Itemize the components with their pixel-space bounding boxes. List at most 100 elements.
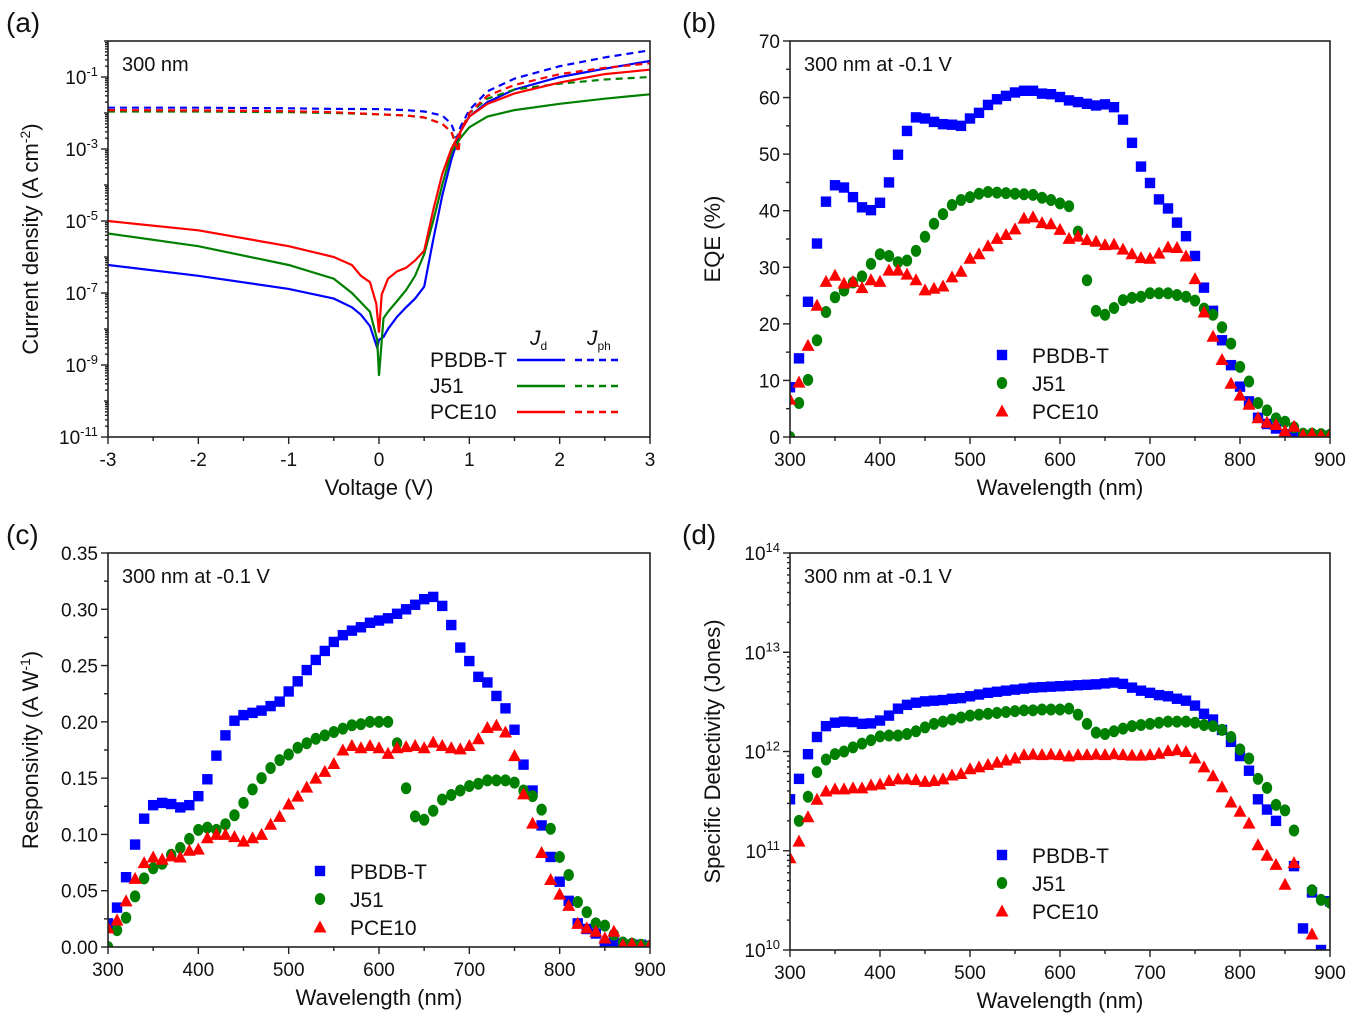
data-point-pce10 xyxy=(1278,424,1292,437)
data-point-j51 xyxy=(581,906,592,919)
legend-marker-pce10 xyxy=(313,920,327,933)
data-point-j51 xyxy=(1162,715,1174,728)
data-point-j51 xyxy=(509,776,520,789)
y-tick-label: 1014 xyxy=(744,540,780,565)
data-point-pbdb-t xyxy=(883,710,895,721)
y-tick-label: 0.15 xyxy=(61,769,98,790)
data-point-j51 xyxy=(1054,703,1066,716)
data-point-pce10 xyxy=(300,780,314,793)
data-point-pce10 xyxy=(607,924,621,937)
data-point-pce10 xyxy=(1179,745,1193,757)
data-point-j51 xyxy=(382,715,394,728)
data-point-pce10 xyxy=(354,741,368,754)
data-point-j51 xyxy=(491,774,502,787)
data-point-j51 xyxy=(790,431,796,437)
data-point-pbdb-t xyxy=(482,677,493,688)
annotation-text: 300 nm at -0.1 V xyxy=(804,54,953,76)
panel-label: (d) xyxy=(682,519,716,550)
data-point-pce10 xyxy=(936,772,950,785)
data-point-j51 xyxy=(901,728,913,741)
data-point-pce10 xyxy=(936,279,950,292)
data-point-pce10 xyxy=(909,273,923,286)
data-point-pce10 xyxy=(837,782,851,795)
data-point-pce10 xyxy=(164,849,178,862)
data-point-pce10 xyxy=(1306,427,1318,437)
data-point-j51 xyxy=(1009,187,1021,200)
x-tick-label: 600 xyxy=(1044,963,1076,984)
data-point-pce10 xyxy=(399,740,413,753)
data-point-j51 xyxy=(1216,321,1228,334)
series-line-pce10-jd xyxy=(108,68,650,333)
data-point-pce10 xyxy=(390,741,404,754)
data-point-j51 xyxy=(147,862,159,875)
data-point-pbdb-t xyxy=(937,118,949,130)
data-point-pbdb-t xyxy=(811,238,823,249)
y-tick-label: 0.10 xyxy=(61,825,98,846)
data-point-j51 xyxy=(1234,743,1246,756)
data-point-j51 xyxy=(991,706,1003,719)
data-point-j51 xyxy=(802,373,814,386)
y-tick-label: 60 xyxy=(759,89,780,110)
data-point-j51 xyxy=(946,199,958,212)
data-point-pbdb-t xyxy=(1198,282,1210,293)
data-point-pce10 xyxy=(108,921,115,934)
data-point-j51 xyxy=(229,809,240,822)
data-point-pbdb-t xyxy=(790,382,796,393)
data-point-j51 xyxy=(1279,415,1291,428)
data-point-pce10 xyxy=(345,738,359,751)
data-point-pbdb-t xyxy=(874,715,886,726)
plot-frame xyxy=(789,552,1331,951)
data-point-j51 xyxy=(1108,302,1120,315)
data-point-pce10 xyxy=(1008,222,1022,235)
data-point-pbdb-t xyxy=(382,613,394,624)
data-point-j51 xyxy=(1081,274,1093,287)
y-tick-label: 1012 xyxy=(744,739,780,764)
x-tick-label: 600 xyxy=(363,960,395,981)
data-point-j51 xyxy=(883,249,895,262)
chart-panel-c: (c) 300 400 500 600 700 800 900 0.00 0.05 0.10 0.15… xyxy=(6,519,666,1010)
x-tick-label: 500 xyxy=(273,960,305,981)
data-point-j51 xyxy=(946,713,958,726)
data-point-pbdb-t xyxy=(328,636,340,648)
data-point-j51 xyxy=(346,719,358,732)
data-point-pbdb-t xyxy=(982,99,994,111)
data-point-j51 xyxy=(202,821,213,834)
data-point-pce10 xyxy=(801,810,815,823)
data-point-pbdb-t xyxy=(1315,944,1327,950)
data-point-pbdb-t xyxy=(554,876,565,887)
data-point-pce10 xyxy=(1188,272,1202,285)
data-point-j51 xyxy=(418,813,430,826)
data-point-pce10 xyxy=(1161,240,1175,253)
data-point-pbdb-t xyxy=(811,731,823,743)
plot-area xyxy=(108,591,650,947)
data-point-pbdb-t xyxy=(428,591,439,603)
data-point-pbdb-t xyxy=(892,703,904,714)
x-tick-label: 400 xyxy=(864,963,896,984)
data-point-j51 xyxy=(1072,708,1084,721)
data-point-pce10 xyxy=(1026,747,1040,760)
data-point-j51 xyxy=(1153,716,1165,729)
data-point-pbdb-t xyxy=(202,774,213,785)
data-point-j51 xyxy=(964,709,976,722)
data-point-j51 xyxy=(820,305,832,318)
data-point-pce10 xyxy=(1134,748,1148,761)
data-point-j51 xyxy=(274,754,285,767)
data-point-pbdb-t xyxy=(919,696,931,707)
data-point-j51 xyxy=(1198,718,1210,731)
data-point-pbdb-t xyxy=(129,839,141,850)
x-tick-label: 500 xyxy=(954,963,986,984)
data-point-pce10 xyxy=(801,338,815,351)
data-point-pce10 xyxy=(636,939,646,947)
data-point-pbdb-t xyxy=(1297,923,1309,934)
data-point-j51 xyxy=(120,911,132,924)
chart-panel-a: (a) -3 -2 -1 0 1 2 3 10-11 10-9 10-7 10-5 10-3 10-1 Vo… xyxy=(6,7,655,500)
data-point-pce10 xyxy=(1206,769,1220,782)
data-point-pce10 xyxy=(1125,748,1139,761)
y-axis-title: Current density (A cm-2) xyxy=(17,123,43,354)
data-point-j51 xyxy=(919,230,931,243)
data-point-pce10 xyxy=(598,931,612,944)
data-point-pbdb-t xyxy=(1153,194,1165,205)
legend-marker-j51 xyxy=(996,377,1008,389)
x-tick-label: 900 xyxy=(1314,450,1346,471)
